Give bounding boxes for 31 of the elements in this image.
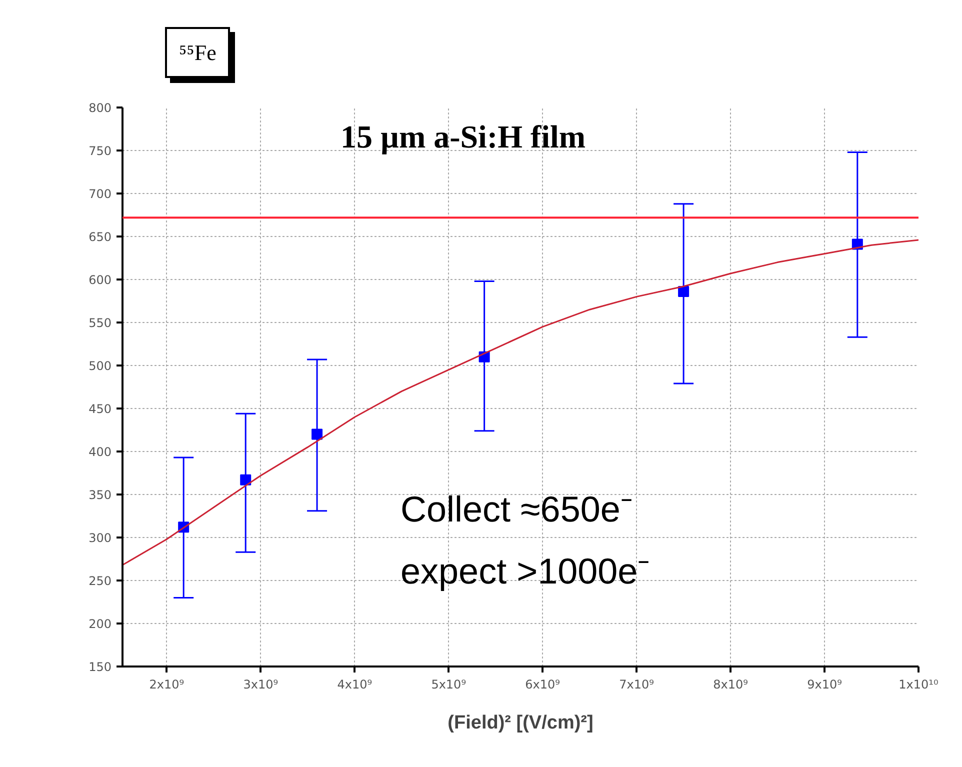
point (240, 474, 252, 486)
y-tick-label: 700 (88, 187, 112, 201)
y-tick-label: 300 (88, 531, 112, 545)
annotation: 15 µm a-Si:H film (340, 118, 586, 154)
y-tick-label: 250 (88, 574, 112, 588)
text: ⁵⁵Fe (165, 27, 230, 78)
point (678, 286, 690, 298)
x-tick-label: 8x10⁹ (713, 678, 748, 692)
x-tick-label: 5x10⁹ (431, 678, 466, 692)
point (312, 428, 323, 440)
y-tick-label: 500 (88, 359, 112, 373)
y-tick-label: 200 (88, 617, 112, 631)
x-tick-label: 6x10⁹ (525, 678, 560, 692)
y-tick-label: 350 (88, 488, 112, 502)
y-tick-label: 400 (88, 445, 112, 459)
x-tick-label: 2x10⁹ (149, 678, 184, 692)
x-tick-label: 9x10⁹ (807, 678, 842, 692)
y-tick-label: 650 (88, 230, 112, 244)
y-tick-label: 600 (88, 273, 112, 287)
annotation: Collect ≈650e⁻ (400, 488, 632, 530)
x-tick-label: 3x10⁹ (243, 678, 278, 692)
x-axis-title: (Field)² [(V/cm)²] (448, 712, 594, 734)
annotation: expect >1000e⁻ (400, 550, 650, 592)
x-tick-label: 7x10⁹ (619, 678, 654, 692)
y-tick-label: 800 (88, 101, 112, 115)
y-tick-label: 450 (88, 402, 112, 416)
x-tick-label: 4x10⁹ (337, 678, 372, 692)
y-tick-label: 150 (88, 660, 112, 674)
y-tick-label: 750 (88, 144, 112, 158)
y-tick-label: 550 (88, 316, 112, 330)
x-tick-label: 1x10¹⁰ (898, 678, 939, 692)
